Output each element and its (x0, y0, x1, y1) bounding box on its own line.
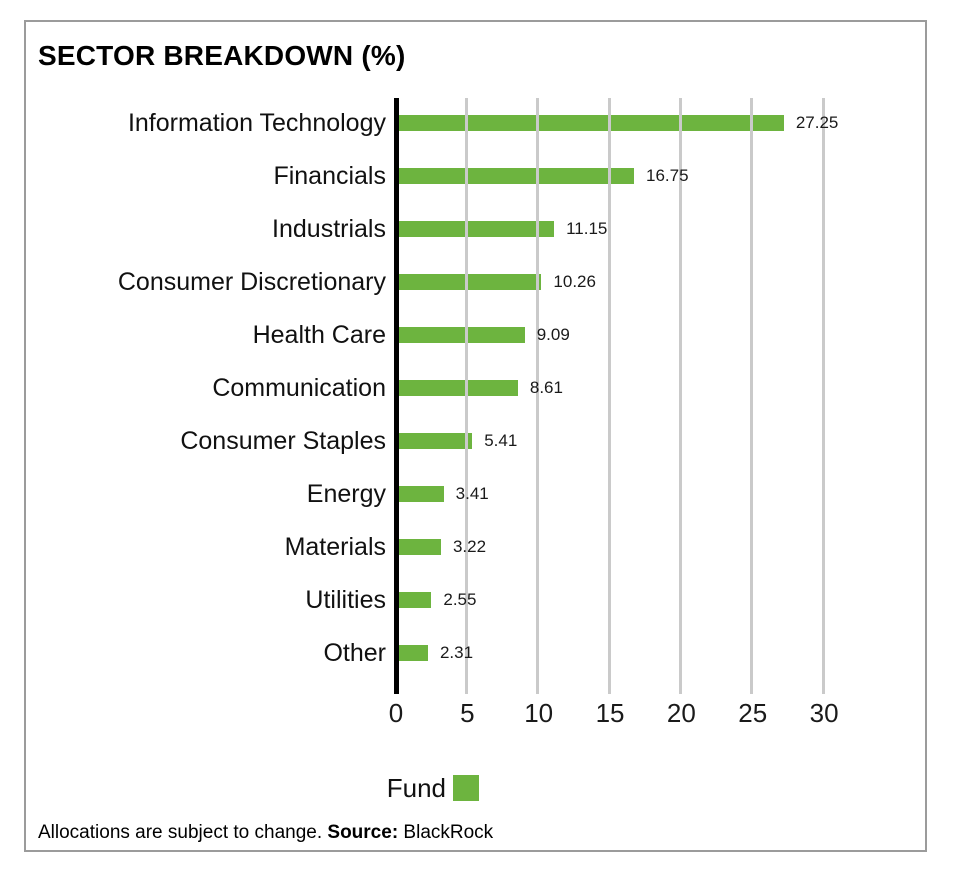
gridline-20 (678, 98, 682, 694)
value-label: 16.75 (646, 165, 689, 185)
bar (399, 220, 555, 237)
value-label: 2.55 (443, 589, 477, 609)
category-label: Industrials (272, 214, 386, 243)
value-label: 3.41 (455, 483, 489, 503)
value-label: 9.09 (536, 324, 570, 344)
source-label: Source: (327, 822, 399, 843)
value-label: 5.41 (484, 430, 518, 450)
category-label: Energy (306, 479, 386, 508)
bar (399, 645, 428, 661)
bar (399, 379, 518, 396)
category-label: Information Technology (127, 108, 386, 137)
legend: Fund (346, 774, 546, 802)
gridline-25 (750, 98, 754, 694)
x-tick-label: 0 (388, 698, 404, 728)
category-label: Materials (284, 532, 386, 561)
bar (399, 538, 441, 555)
gridline-15 (607, 98, 611, 694)
bar (399, 114, 784, 131)
category-label: Consumer Discretionary (117, 267, 386, 296)
gridline-5 (464, 98, 468, 694)
value-label: 10.26 (553, 271, 596, 291)
legend-color-swatch (453, 775, 479, 801)
bar (399, 432, 473, 449)
bar (399, 591, 432, 608)
x-tick-label: 10 (524, 698, 554, 728)
category-label: Other (323, 639, 386, 667)
category-label: Consumer Staples (180, 426, 386, 455)
x-tick-label: 30 (809, 698, 839, 728)
footnote: Allocations are subject to change. Sourc… (38, 822, 493, 844)
chart-panel (24, 20, 927, 852)
x-tick-label: 25 (738, 698, 768, 728)
gridline-10 (536, 98, 540, 694)
bar (399, 273, 542, 290)
bar (399, 167, 635, 184)
bar (399, 485, 444, 502)
category-label: Financials (273, 161, 386, 190)
gridline-30 (821, 98, 825, 694)
value-label: 2.31 (439, 643, 474, 662)
footnote-text: Allocations are subject to change. (38, 822, 328, 843)
value-label: 8.61 (529, 377, 563, 397)
x-tick-label: 15 (595, 698, 625, 728)
x-tick-label: 5 (460, 698, 475, 728)
value-label: 11.15 (566, 218, 608, 238)
y-axis-line (394, 98, 399, 694)
value-label: 3.22 (452, 536, 487, 556)
category-label: Health Care (252, 320, 386, 349)
bar (399, 326, 525, 343)
category-label: Communication (212, 373, 386, 402)
x-tick-label: 20 (666, 698, 696, 728)
category-label: Utilities (305, 585, 386, 614)
value-label: 27.25 (795, 112, 839, 132)
source-value: BlackRock (398, 822, 494, 843)
chart-title: SECTOR BREAKDOWN (%) (38, 40, 406, 71)
legend-series-label: Fund (386, 773, 446, 803)
